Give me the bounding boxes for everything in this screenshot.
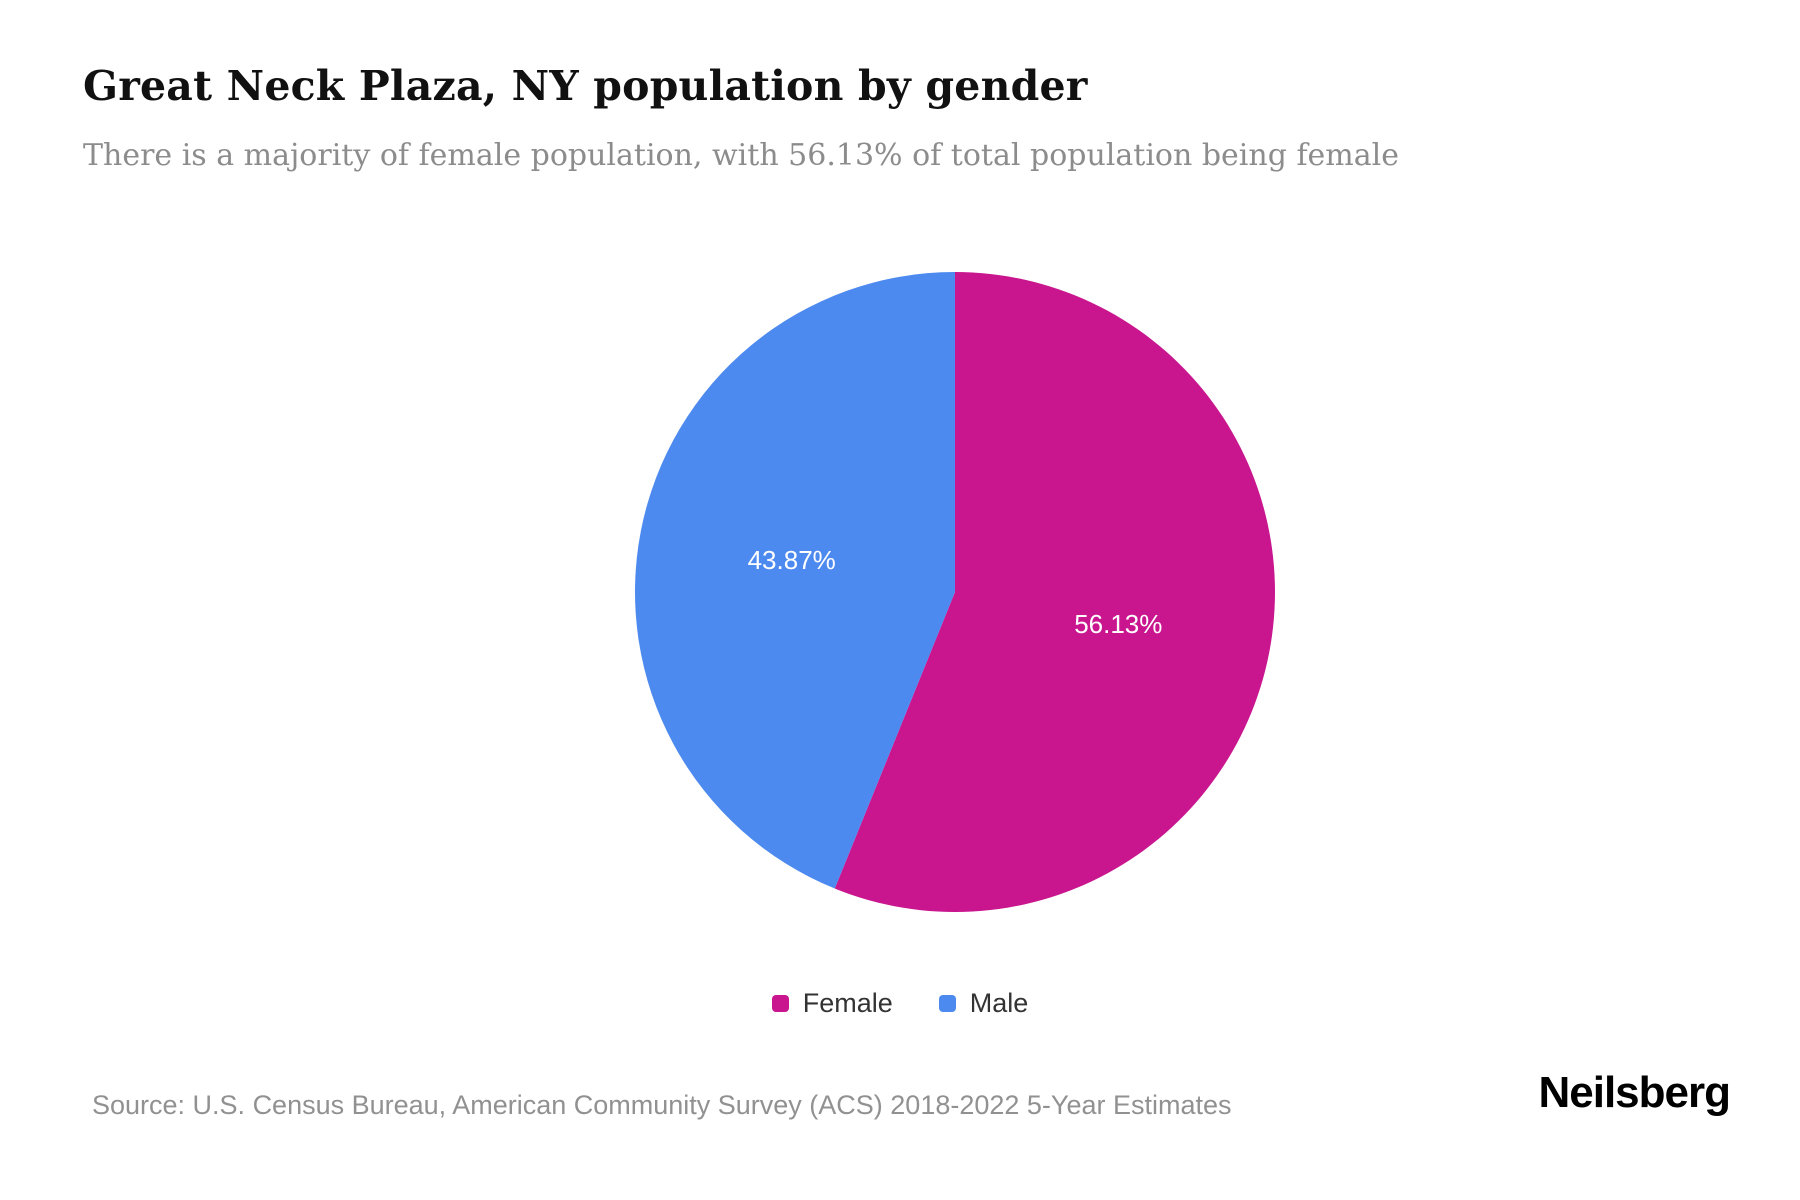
page-title: Great Neck Plaza, NY population by gende… <box>83 62 1088 110</box>
pie-slice-female[interactable] <box>834 272 1275 912</box>
pie-labels-group: 56.13% 43.87% <box>748 545 1163 639</box>
legend-label-female: Female <box>802 988 893 1018</box>
pie-slice-male[interactable] <box>634 271 955 889</box>
chart-legend: Female Male <box>0 988 1800 1019</box>
source-note: Source: U.S. Census Bureau, American Com… <box>92 1090 1232 1120</box>
legend-item-male[interactable]: Male <box>938 988 1029 1019</box>
pie-slices-group <box>634 271 1275 912</box>
page-subtitle: There is a majority of female population… <box>83 138 1399 173</box>
pie-label-female: 56.13% <box>1074 609 1162 639</box>
legend-item-female[interactable]: Female <box>771 988 893 1019</box>
brand-logo: Neilsberg <box>1538 1068 1731 1117</box>
male-swatch-icon <box>938 995 956 1012</box>
pie-label-male: 43.87% <box>748 545 836 575</box>
female-swatch-icon <box>771 995 789 1012</box>
legend-label-male: Male <box>969 988 1029 1018</box>
